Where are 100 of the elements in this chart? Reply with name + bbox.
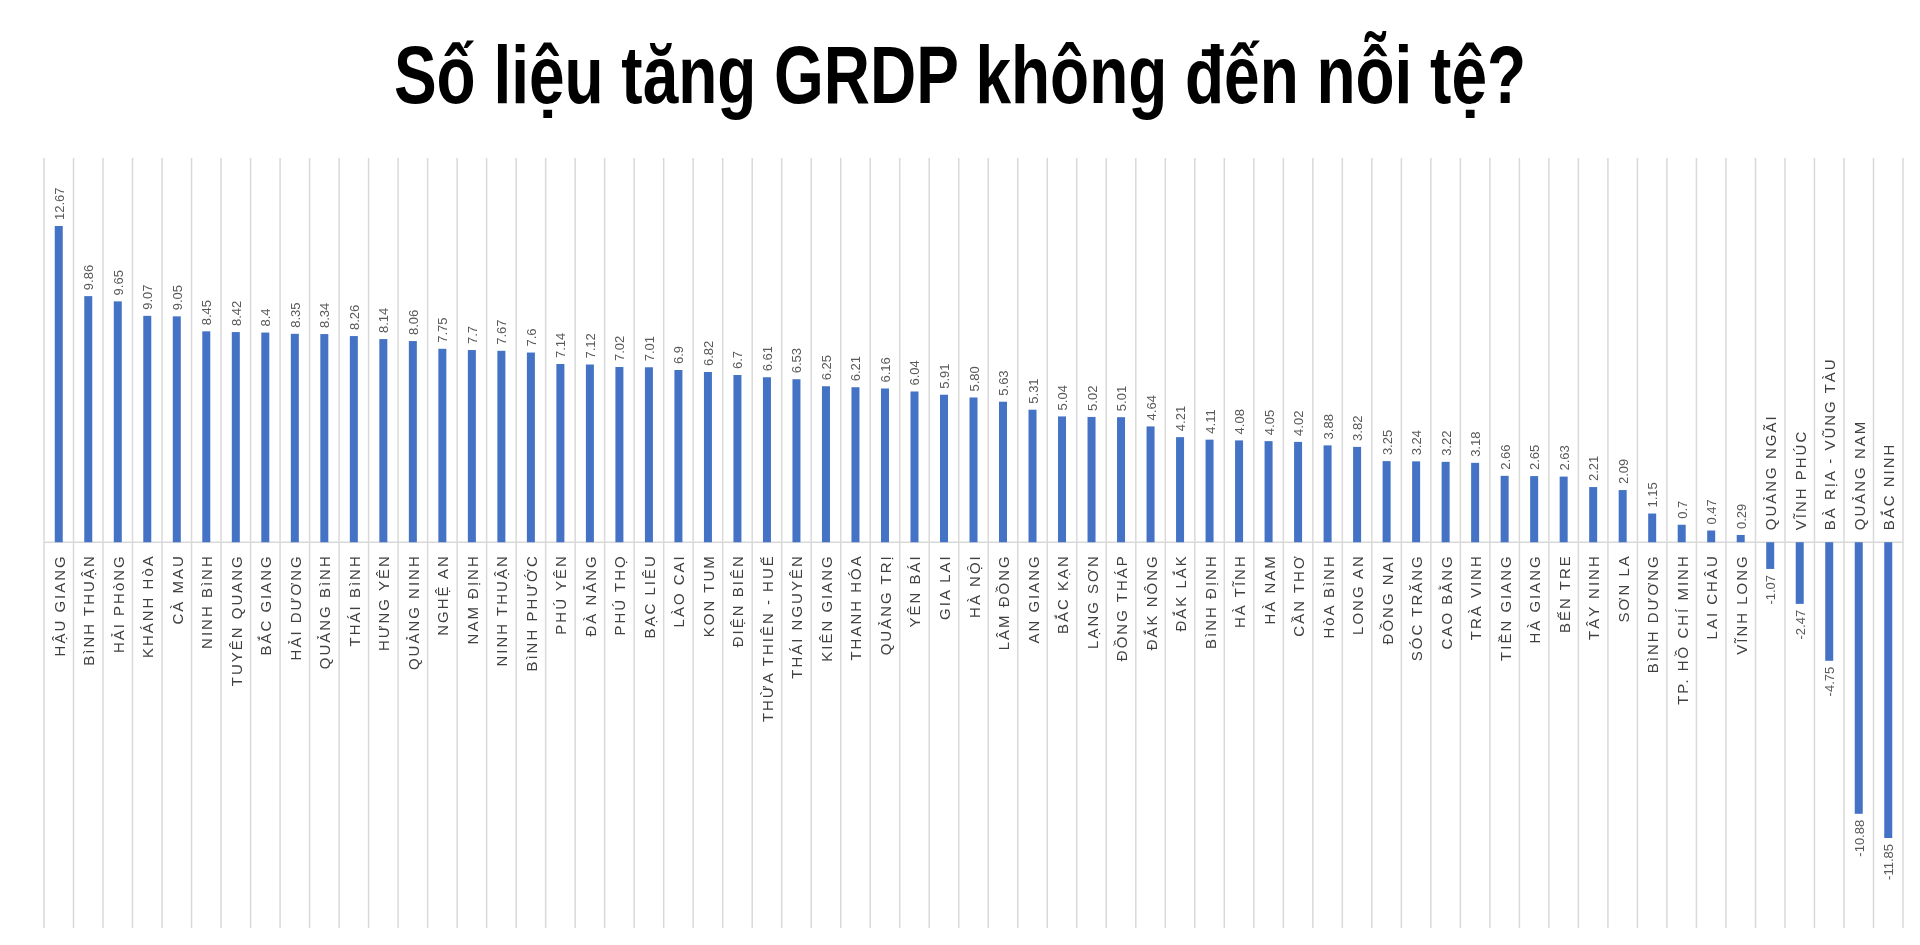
x-tick-label: KON TUM: [699, 554, 717, 638]
x-tick-label: KHÁNH HòA: [139, 554, 157, 659]
bar: [467, 350, 476, 543]
bar: [231, 332, 240, 543]
x-tick-label: CAO BẰNG: [1437, 554, 1455, 650]
bar: [1530, 476, 1539, 543]
data-label: 7.01: [641, 335, 657, 362]
data-label: 6.21: [848, 355, 864, 382]
data-label: 9.05: [169, 285, 185, 311]
bar: [1412, 461, 1421, 543]
x-tick-label: THÁI BìNH: [345, 554, 363, 647]
bar: [1854, 542, 1863, 814]
bar: [851, 387, 860, 543]
bar: [585, 364, 594, 543]
bar: [143, 315, 152, 543]
x-tick-label: HÀ TĨNH: [1231, 554, 1249, 628]
bar: [999, 401, 1008, 543]
bar: [261, 332, 270, 543]
x-tick-label: PHÚ THỌ: [611, 554, 629, 636]
bar: [556, 364, 565, 543]
bar: [880, 388, 889, 543]
data-label: 2.21: [1586, 455, 1602, 482]
bar: [1205, 439, 1214, 543]
data-label: -1.07: [1763, 574, 1779, 605]
x-tick-label: PHÚ YÊN: [552, 554, 570, 635]
x-tick-label: THANH HÓA: [847, 554, 865, 661]
data-label: 5.01: [1114, 385, 1130, 412]
bar: [615, 367, 624, 543]
data-label: 8.14: [376, 307, 392, 334]
x-tick-label: BẾN TRE: [1555, 554, 1573, 633]
x-tick-label: BẮC GIANG: [257, 554, 275, 656]
data-label: 3.22: [1438, 430, 1454, 456]
data-label: 2.66: [1497, 444, 1513, 470]
data-label: 0.29: [1733, 503, 1749, 529]
x-tick-label: ĐẮK NÔNG: [1142, 554, 1160, 651]
data-label: 9.86: [81, 264, 97, 291]
data-label: 4.08: [1232, 409, 1248, 435]
data-label: 5.63: [996, 370, 1012, 396]
data-label: 8.42: [228, 300, 244, 327]
data-label: 6.16: [877, 357, 893, 383]
data-label: 6.7: [730, 350, 746, 370]
data-label: 4.21: [1173, 405, 1189, 432]
x-tick-label: QUẢNG NGÃI: [1762, 414, 1780, 531]
data-label: 3.25: [1379, 429, 1395, 456]
data-label: 0.47: [1704, 499, 1720, 525]
bar: [674, 370, 683, 543]
x-tick-label: NINH BìNH: [198, 554, 216, 649]
x-tick-label: NGHỆ AN: [434, 554, 452, 636]
data-label: 2.09: [1615, 458, 1631, 485]
x-tick-label: TÂY NINH: [1585, 554, 1603, 640]
data-label: 8.35: [287, 302, 303, 328]
x-tick-label: NAM ĐỊNH: [463, 554, 481, 645]
x-tick-label: SÓC TRĂNG: [1408, 554, 1426, 662]
bar: [762, 377, 771, 543]
x-tick-label: HÀ NỘI: [965, 554, 983, 618]
data-label: 1.15: [1645, 482, 1661, 508]
bar: [703, 372, 712, 543]
data-label: 5.80: [966, 366, 982, 392]
bar: [1707, 530, 1716, 543]
x-tick-label: TUYÊN QUANG: [227, 554, 245, 687]
bar: [1176, 437, 1185, 543]
x-tick-label: HòA BìNH: [1319, 554, 1337, 639]
x-tick-label: AN GIANG: [1024, 554, 1042, 644]
x-tick-label: BìNH ĐỊNH: [1201, 554, 1219, 649]
bar: [349, 336, 358, 543]
data-label: 9.65: [110, 270, 126, 296]
data-label: 8.45: [199, 300, 215, 326]
data-label: 3.18: [1468, 431, 1484, 457]
x-tick-label: BìNH THUẬN: [80, 554, 98, 666]
bar: [1382, 461, 1391, 543]
data-label: -4.75: [1822, 666, 1838, 697]
x-tick-label: HẬU GIANG: [50, 554, 68, 657]
bar: [1028, 409, 1037, 543]
data-label: -2.47: [1792, 609, 1808, 640]
data-label: 2.63: [1556, 445, 1572, 471]
x-tick-label: TP. HỒ CHÍ MINH: [1673, 554, 1691, 705]
data-label: 6.82: [700, 340, 716, 367]
data-label: 7.14: [553, 332, 569, 359]
bar: [1353, 446, 1362, 543]
data-label: 5.02: [1084, 385, 1100, 411]
bar: [172, 316, 181, 543]
x-tick-label: VĨNH LONG: [1732, 554, 1750, 655]
x-tick-label: TIỀN GIANG: [1496, 554, 1514, 661]
x-tick-label: LONG AN: [1349, 554, 1367, 635]
x-tick-label: BìNH PHƯỚC: [522, 554, 540, 672]
x-tick-label: HÀ GIANG: [1526, 554, 1544, 644]
bar: [526, 352, 535, 543]
bar: [1294, 441, 1303, 543]
data-label: 9.07: [140, 284, 156, 310]
data-label: 4.05: [1261, 409, 1277, 436]
bar: [113, 301, 122, 543]
data-label: 12.67: [51, 187, 67, 220]
x-tick-label: LÀO CAI: [670, 554, 688, 628]
x-tick-label: ĐIỆN BIÊN: [729, 554, 747, 648]
bar: [408, 341, 417, 543]
x-tick-label: THÁI NGUYÊN: [788, 554, 806, 679]
bar: [733, 375, 742, 543]
bar: [320, 334, 329, 543]
x-tick-label: LÂM ĐỒNG: [995, 554, 1013, 651]
data-label: 8.4: [258, 308, 274, 327]
